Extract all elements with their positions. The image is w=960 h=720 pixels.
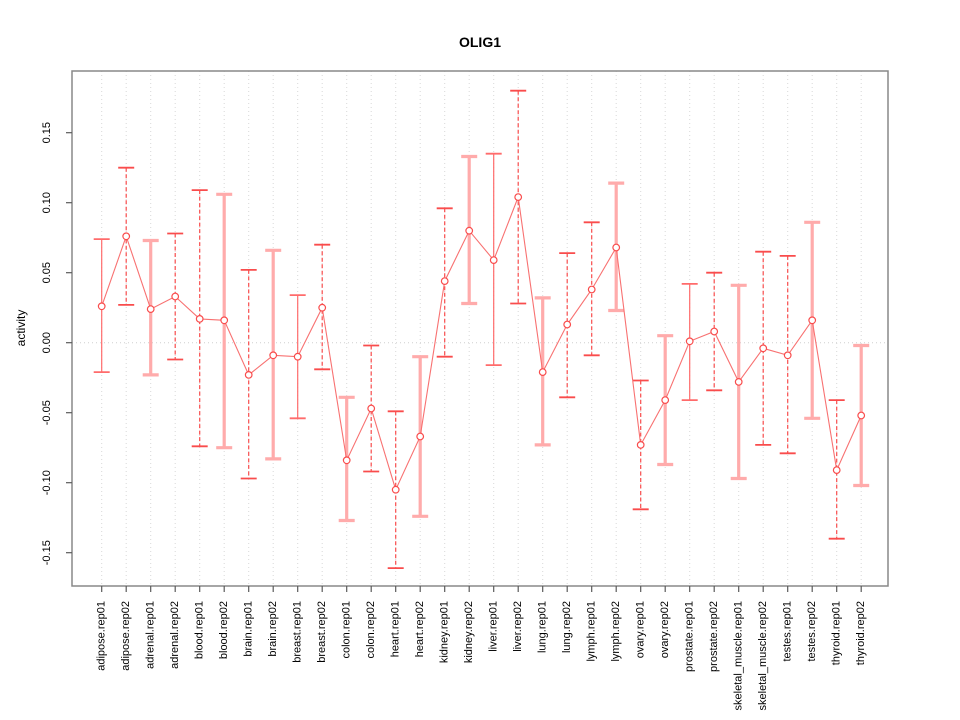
x-tick-label: adrenal.rep02 [169, 601, 181, 669]
data-point [514, 193, 523, 202]
x-tick-label: brain.rep01 [243, 601, 255, 657]
x-tick-label: lymph.rep01 [586, 601, 598, 662]
data-points [97, 193, 866, 494]
x-tick-label: ovary.rep01 [635, 601, 647, 658]
data-point [612, 243, 621, 252]
data-point [587, 285, 596, 294]
data-point [171, 292, 180, 301]
data-point [832, 466, 841, 475]
data-point [563, 320, 572, 329]
data-point [318, 303, 327, 312]
x-tick-label: prostate.rep01 [684, 601, 696, 672]
x-tick-label: lung.rep02 [561, 601, 573, 653]
x-tick-label: liver.rep01 [488, 601, 500, 652]
x-tick-label: colon.rep01 [341, 601, 353, 659]
x-tick-label: breast.rep01 [292, 601, 304, 663]
y-tick-label: 0.10 [41, 192, 53, 213]
data-point [710, 327, 719, 336]
data-point [857, 411, 866, 420]
y-tick-label: 0.00 [41, 332, 53, 353]
data-point [342, 456, 351, 465]
data-point [416, 432, 425, 441]
y-tick-label: -0.15 [41, 540, 53, 565]
data-point [122, 232, 131, 241]
x-tick-label: breast.rep02 [316, 601, 328, 663]
data-point [146, 305, 155, 314]
data-point [489, 256, 498, 265]
x-tick-label: thyroid.rep02 [855, 601, 867, 665]
x-tick-label: liver.rep02 [512, 601, 524, 652]
y-tick-label: -0.10 [41, 470, 53, 495]
data-point [97, 302, 106, 311]
x-tick-label: colon.rep02 [365, 601, 377, 659]
y-axis-title: activity [14, 310, 28, 347]
x-tick-label: prostate.rep02 [708, 601, 720, 672]
x-tick-label: ovary.rep02 [659, 601, 671, 658]
x-tick-label: skeletal_muscle.rep01 [733, 601, 745, 710]
x-tick-label: lung.rep01 [537, 601, 549, 653]
y-tick-label: -0.05 [41, 400, 53, 425]
x-tick-label: adipose.rep01 [96, 601, 108, 671]
y-axis-labels: 0.15 0.10 0.05 0.00 -0.05 -0.10 -0.15 [41, 122, 53, 565]
data-point [293, 352, 302, 361]
data-point [636, 441, 645, 449]
x-tick-label: thyroid.rep01 [831, 601, 843, 665]
x-tick-label: blood.rep02 [218, 601, 230, 659]
data-point [538, 368, 547, 377]
x-tick-label: adipose.rep02 [120, 601, 132, 671]
x-tick-label: testes.rep02 [806, 601, 818, 662]
data-point [195, 315, 204, 323]
x-tick-label: kidney.rep02 [463, 601, 475, 663]
x-axis-labels: adipose.rep01 adipose.rep02 adrenal.rep01 a… [96, 601, 868, 710]
data-point [783, 351, 792, 360]
x-tick-label: skeletal_muscle.rep02 [757, 601, 769, 710]
data-point [661, 396, 670, 405]
data-point [269, 351, 278, 360]
plot-frame [71, 70, 889, 587]
x-tick-label: lymph.rep02 [610, 601, 622, 662]
data-point [220, 316, 229, 325]
data-point [685, 337, 694, 346]
chart-title: OLIG1 [459, 34, 501, 50]
x-tick-label: kidney.rep01 [439, 601, 451, 663]
data-point [244, 371, 253, 379]
x-tick-label: heart.rep02 [414, 601, 426, 657]
data-point [367, 404, 376, 413]
x-tick-label: testes.rep01 [782, 601, 794, 662]
x-tick-label: blood.rep01 [194, 601, 206, 659]
data-point [808, 316, 817, 325]
y-tick-label: 0.15 [41, 122, 53, 143]
x-tick-label: brain.rep02 [267, 601, 279, 657]
y-tick-label: 0.05 [41, 262, 53, 283]
x-tick-label: adrenal.rep01 [145, 601, 157, 669]
data-point [734, 378, 743, 386]
error-bars [93, 89, 870, 569]
gridlines [72, 71, 888, 586]
data-point [759, 344, 768, 353]
data-point [440, 277, 449, 286]
axis-ticks [66, 132, 862, 592]
x-tick-label: heart.rep01 [390, 601, 402, 657]
data-point [391, 485, 400, 494]
series-line [101, 194, 862, 492]
data-point [465, 226, 474, 235]
